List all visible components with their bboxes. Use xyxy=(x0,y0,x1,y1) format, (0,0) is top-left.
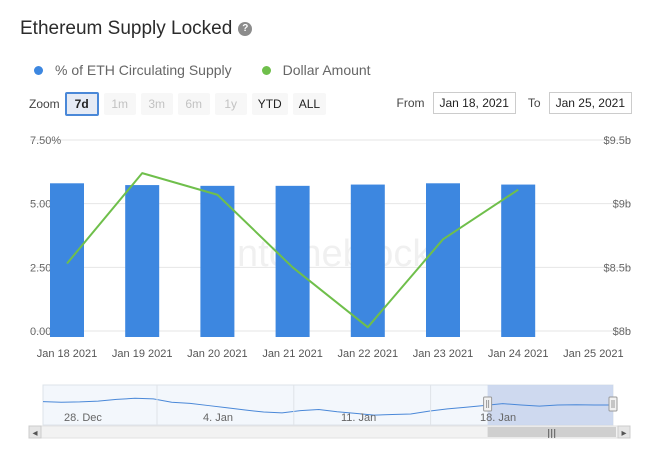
from-date-input[interactable]: Jan 18, 2021 xyxy=(432,92,516,114)
question-circle-icon[interactable]: ? xyxy=(238,21,253,36)
zoom-label: Zoom xyxy=(29,97,60,111)
scroll-left-button[interactable] xyxy=(28,425,42,439)
point-dollar-amount[interactable] xyxy=(140,171,144,175)
x-tick-label: Jan 18 2021 xyxy=(37,348,98,360)
arrow-left-icon: ◂ xyxy=(32,428,37,439)
x-tick-label: Jan 24 2021 xyxy=(488,348,549,360)
scrollbar-grip: ||| xyxy=(547,429,556,439)
from-label: From xyxy=(396,96,425,110)
to-label: To xyxy=(527,96,541,110)
navigator-series-line xyxy=(42,397,613,416)
bar-supply[interactable] xyxy=(501,184,536,337)
point-dollar-amount[interactable] xyxy=(215,193,219,197)
y-right-tick-label: $9b xyxy=(613,199,631,211)
chart-title: Ethereum Supply Locked? xyxy=(20,18,253,40)
watermark: intotheblock xyxy=(229,233,433,275)
navigator-handle[interactable] xyxy=(483,396,493,412)
zoom-6m-button[interactable]: 6m xyxy=(177,93,210,115)
bar-supply[interactable] xyxy=(125,185,160,337)
bar-supply[interactable] xyxy=(200,185,235,337)
scroll-right-button[interactable] xyxy=(617,425,631,439)
x-tick-label: Jan 20 2021 xyxy=(187,348,248,360)
bar-supply[interactable] xyxy=(350,184,385,337)
bar-supply[interactable] xyxy=(426,183,460,337)
scrollbar-thumb[interactable] xyxy=(487,427,616,437)
zoom-7d-button[interactable]: 7d xyxy=(64,92,99,116)
zoom-selector: Zoom 7d 1m 3m 6m 1y YTD ALL xyxy=(29,92,327,116)
y-left-tick-label: 7.50% xyxy=(30,135,61,147)
point-dollar-amount[interactable] xyxy=(65,262,69,266)
point-dollar-amount[interactable] xyxy=(441,237,445,241)
legend-item-dollar[interactable]: Dollar Amount xyxy=(261,62,371,78)
zoom-1m-button[interactable]: 1m xyxy=(103,93,136,115)
chart-title-text: Ethereum Supply Locked xyxy=(20,18,233,39)
zoom-3m-button[interactable]: 3m xyxy=(140,93,173,115)
zoom-ytd-button[interactable]: YTD xyxy=(251,93,288,115)
navigator-handle[interactable] xyxy=(608,396,618,412)
legend: % of ETH Circulating Supply Dollar Amoun… xyxy=(34,62,371,78)
legend-label-dollar: Dollar Amount xyxy=(282,62,371,78)
zoom-all-button[interactable]: ALL xyxy=(292,93,327,115)
point-dollar-amount[interactable] xyxy=(516,188,520,192)
legend-marker-supply xyxy=(34,65,43,75)
arrow-right-icon: ▸ xyxy=(621,428,626,439)
y-right-tick-label: $8b xyxy=(613,326,631,338)
x-tick-label: Jan 23 2021 xyxy=(413,348,474,360)
line-dollar-amount[interactable] xyxy=(66,172,519,329)
point-dollar-amount[interactable] xyxy=(291,265,295,269)
y-right-tick-label: $9.5b xyxy=(603,135,631,147)
navigator-label: 18. Jan xyxy=(480,412,516,424)
legend-label-supply: % of ETH Circulating Supply xyxy=(55,62,232,78)
x-tick-label: Jan 22 2021 xyxy=(338,348,399,360)
x-tick-label: Jan 25 2021 xyxy=(563,348,624,360)
to-date-input[interactable]: Jan 25, 2021 xyxy=(548,92,632,114)
bar-supply[interactable] xyxy=(50,183,84,337)
date-range: From Jan 18, 2021 To Jan 25, 2021 xyxy=(396,92,632,114)
legend-marker-dollar xyxy=(261,65,271,75)
y-right-tick-label: $8.5b xyxy=(603,262,631,274)
navigator-label: 11. Jan xyxy=(341,412,376,424)
legend-item-supply[interactable]: % of ETH Circulating Supply xyxy=(34,62,232,78)
bar-supply[interactable] xyxy=(275,185,310,337)
navigator-label: 4. Jan xyxy=(203,412,233,424)
point-dollar-amount[interactable] xyxy=(366,325,370,329)
x-tick-label: Jan 19 2021 xyxy=(112,348,173,360)
navigator-label: 28. Dec xyxy=(64,412,102,424)
zoom-1y-button[interactable]: 1y xyxy=(214,93,247,115)
x-tick-label: Jan 21 2021 xyxy=(262,348,323,360)
